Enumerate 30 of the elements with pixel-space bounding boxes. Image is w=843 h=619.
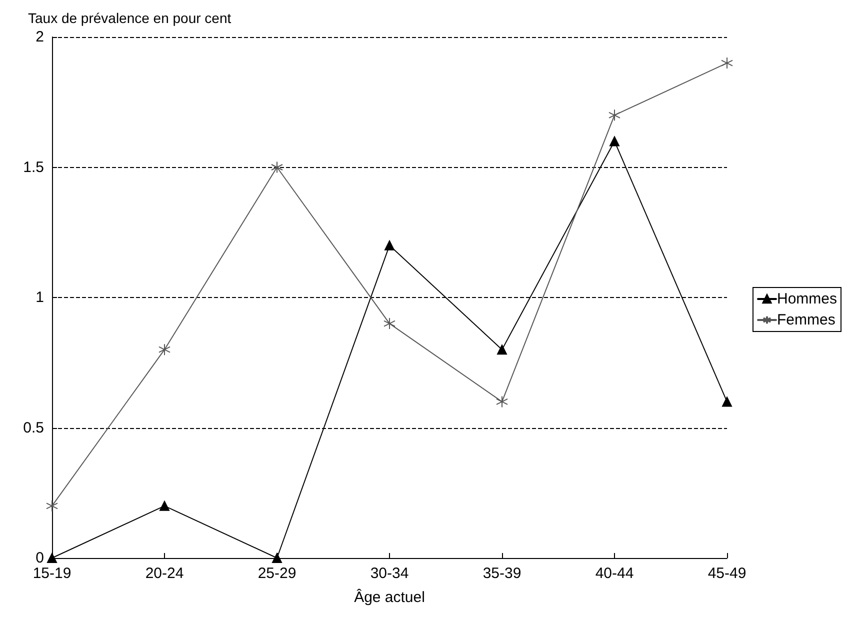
y-tick-label: 0 (36, 550, 44, 566)
point (610, 136, 620, 146)
x-tick-label: 15-19 (32, 565, 72, 582)
point (158, 344, 170, 356)
point (46, 500, 58, 512)
y-axis-title: Taux de prévalence en pour cent (28, 10, 232, 26)
y-tick-label: 1.5 (23, 158, 44, 176)
point (496, 396, 508, 408)
x-tick-label: 45-49 (708, 565, 746, 582)
legend-label: Hommes (776, 290, 838, 308)
x-tick-label: 30-34 (370, 565, 409, 582)
x-tick-label: 20-24 (145, 565, 184, 582)
point (721, 57, 733, 70)
point (497, 344, 507, 355)
x-tick-label: 25-29 (258, 565, 296, 582)
legend-label: Femmes (776, 312, 836, 328)
x-axis-title: Âge actuel (354, 588, 425, 606)
point (47, 553, 57, 563)
y-tick-label: 0.5 (23, 419, 44, 436)
point (608, 109, 620, 122)
y-tick-label: 1 (36, 289, 44, 306)
y-tick-label: 2 (36, 28, 44, 46)
x-tick-label: 40-44 (595, 565, 634, 582)
point (271, 161, 283, 174)
point (722, 396, 732, 407)
point (384, 240, 394, 250)
point (160, 500, 170, 511)
x-tick-label: 35-39 (482, 565, 522, 582)
point (272, 553, 282, 563)
point (384, 318, 396, 330)
